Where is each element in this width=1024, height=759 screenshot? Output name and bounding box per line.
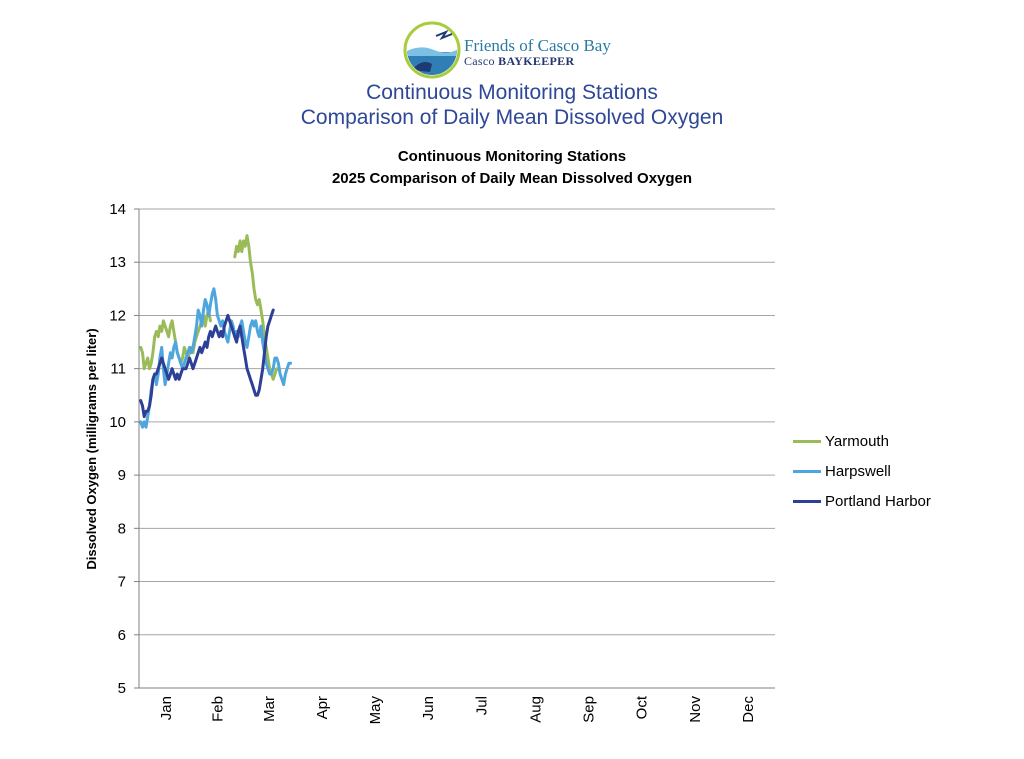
y-tick-label: 10 (109, 414, 126, 431)
y-tick-label: 11 (110, 361, 126, 378)
chart-title-line1: Continuous Monitoring Stations (397, 148, 627, 165)
legend-label: Portland Harbor (825, 492, 931, 510)
x-tick-label-sep: Sep (581, 696, 598, 723)
y-tick-label: 8 (118, 520, 126, 537)
y-tick-label: 12 (109, 307, 126, 324)
legend-swatch (793, 469, 821, 473)
chart-title-line2: 2025 Comparison of Daily Mean Dissolved … (331, 170, 693, 187)
y-tick-label: 5 (118, 680, 126, 697)
y-tick-label: 14 (109, 201, 126, 218)
x-tick-label-nov: Nov (687, 696, 704, 723)
legend-item-harpswell: Harpswell (793, 456, 931, 486)
axes (138, 209, 775, 689)
x-tick-label-feb: Feb (209, 696, 226, 722)
logo-name-text: Friends of Casco Bay (464, 36, 611, 55)
y-tick-label: 9 (118, 467, 126, 484)
legend-item-yarmouth: Yarmouth (793, 426, 931, 456)
legend-item-portland-harbor: Portland Harbor (793, 486, 931, 516)
x-tick-label-oct: Oct (634, 695, 651, 719)
x-tick-label-jul: Jul (473, 696, 490, 715)
page-title-line1: Continuous Monitoring Stations (366, 81, 658, 104)
chart-legend: Yarmouth Harpswell Portland Harbor (793, 426, 931, 516)
legend-label: Yarmouth (825, 432, 889, 450)
series-line-portland-harbor (139, 308, 275, 419)
x-tick-label-dec: Dec (740, 696, 757, 723)
series-line-yarmouth (233, 234, 280, 381)
x-tick-label-jan: Jan (158, 696, 175, 720)
x-tick-label-jun: Jun (420, 696, 437, 720)
y-tick-labels: 5 6 7 8 9 10 11 12 13 14 (109, 201, 126, 697)
x-tick-label-aug: Aug (527, 696, 544, 723)
grid-lines (134, 208, 775, 689)
legend-label: Harpswell (825, 462, 891, 480)
x-tick-labels: Jan Feb Mar Apr May Jun Jul Aug Sep Oct Nov Dec (158, 695, 757, 724)
y-axis-label: Dissolved Oxygen (milligrams per liter) (84, 328, 99, 569)
y-tick-label: 7 (118, 574, 126, 591)
series-line-harpswell (139, 287, 293, 429)
legend-swatch (793, 499, 821, 503)
logo-emblem-icon (403, 21, 461, 79)
y-tick-label: 13 (109, 254, 126, 271)
logo-sub-text: Casco BAYKEEPER (464, 54, 575, 68)
x-tick-label-may: May (367, 696, 384, 725)
legend-swatch (793, 439, 821, 443)
page-title-line2: Comparison of Daily Mean Dissolved Oxyge… (300, 106, 724, 129)
x-tick-label-apr: Apr (314, 696, 331, 719)
y-tick-label: 6 (118, 627, 126, 644)
friends-of-casco-bay-logo: Friends of Casco Bay Casco BAYKEEPER (402, 20, 642, 80)
series-lines (139, 234, 293, 429)
x-tick-label-mar: Mar (261, 696, 278, 722)
